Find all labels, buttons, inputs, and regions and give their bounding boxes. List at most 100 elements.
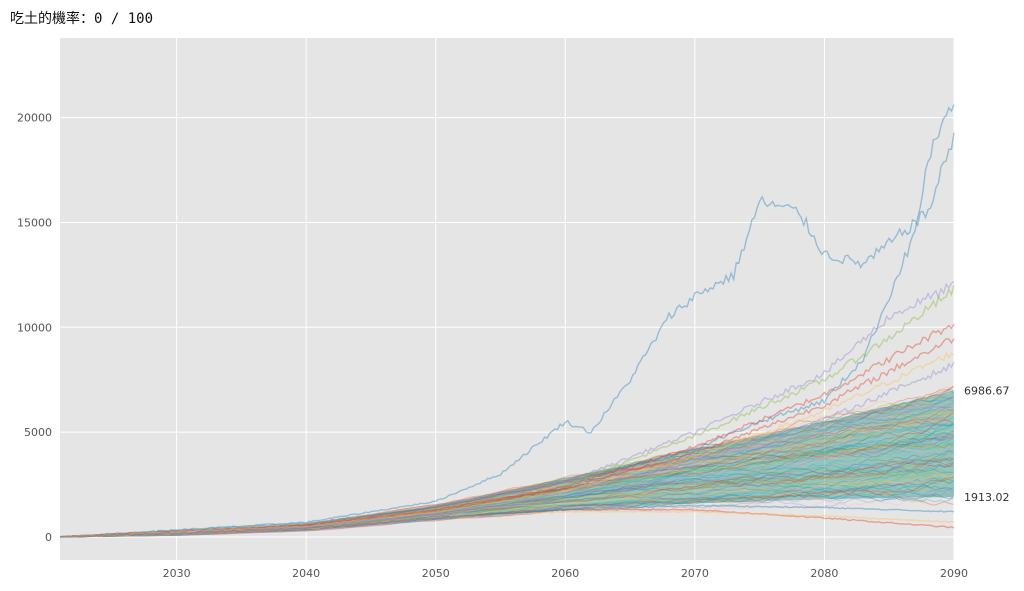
simulation-line xyxy=(60,461,954,538)
axis-ticks: 2030 2040 2050 2060 2070 2080 2090 0 5000 10000 15… xyxy=(17,112,968,580)
end-value-label: 6986.67 xyxy=(964,384,1010,397)
simulation-line xyxy=(59,394,954,538)
simulation-line xyxy=(60,458,954,538)
simulation-line xyxy=(59,432,954,538)
simulation-line xyxy=(60,474,954,538)
x-tick-label: 2090 xyxy=(940,567,968,580)
simulation-line xyxy=(59,399,954,538)
highlight-line xyxy=(59,504,955,538)
simulation-line xyxy=(59,423,954,538)
simulation-line xyxy=(59,419,954,538)
simulation-line xyxy=(59,435,954,538)
simulation-line xyxy=(59,392,954,538)
simulation-line xyxy=(59,419,954,538)
simulation-line xyxy=(59,423,954,538)
simulation-line xyxy=(59,407,954,538)
highlight-lines xyxy=(59,104,955,538)
simulation-line xyxy=(59,416,954,538)
simulation-line xyxy=(60,491,954,538)
simulation-line xyxy=(60,477,954,538)
highlight-line xyxy=(59,323,955,538)
simulation-line xyxy=(60,489,954,538)
y-tick-label: 20000 xyxy=(17,112,52,125)
simulation-line xyxy=(59,424,954,538)
simulation-line xyxy=(59,389,954,538)
simulation-line xyxy=(60,482,954,538)
simulation-line xyxy=(60,476,954,538)
simulation-line xyxy=(60,488,954,538)
y-tick-label: 10000 xyxy=(17,321,52,334)
y-tick-label: 5000 xyxy=(24,426,52,439)
y-tick-label: 0 xyxy=(45,531,52,544)
simulation-line xyxy=(59,422,954,538)
simulation-line xyxy=(60,490,954,538)
simulation-line xyxy=(60,474,954,538)
grid-lines xyxy=(60,38,955,560)
header-text: 吃土的機率：0 / 100 xyxy=(10,8,153,28)
simulation-line xyxy=(59,450,954,538)
simulation-line xyxy=(60,479,954,538)
simulation-line xyxy=(59,411,954,538)
highlight-line xyxy=(59,104,955,538)
simulation-line xyxy=(60,478,954,538)
simulation-line xyxy=(60,492,954,538)
simulation-line xyxy=(59,457,954,538)
simulation-line xyxy=(60,473,954,538)
simulation-line xyxy=(59,408,954,538)
y-tick-label: 15000 xyxy=(17,216,52,229)
highlight-line xyxy=(59,337,955,538)
simulation-line xyxy=(60,459,954,538)
simulation-line xyxy=(60,479,954,538)
simulation-line xyxy=(59,409,954,538)
simulation-line xyxy=(59,441,954,538)
simulation-line xyxy=(59,430,954,538)
band-area xyxy=(60,390,954,537)
simulation-line xyxy=(60,487,954,538)
plot-background xyxy=(60,38,954,560)
simulation-line xyxy=(59,436,954,538)
simulation-line xyxy=(59,407,954,538)
simulation-line xyxy=(60,453,954,538)
simulation-line xyxy=(59,388,954,538)
simulation-line xyxy=(60,451,954,538)
simulation-line xyxy=(59,406,954,538)
simulation-line xyxy=(59,435,954,538)
simulation-lines xyxy=(59,385,954,538)
simulation-line xyxy=(59,410,954,538)
simulation-line xyxy=(59,421,954,538)
simulation-line xyxy=(59,409,954,538)
x-tick-label: 2050 xyxy=(422,567,450,580)
simulation-line xyxy=(59,443,954,538)
simulation-line xyxy=(59,428,954,538)
highlight-line xyxy=(59,281,955,538)
simulation-line xyxy=(59,448,954,538)
simulation-line xyxy=(59,443,954,538)
highlight-line xyxy=(59,351,955,538)
simulation-line xyxy=(59,402,954,538)
simulation-line xyxy=(59,441,954,538)
simulation-line xyxy=(59,437,954,538)
simulation-line xyxy=(59,435,954,538)
simulation-line xyxy=(59,448,954,538)
simulation-line xyxy=(60,468,954,538)
x-tick-label: 2030 xyxy=(163,567,191,580)
simulation-line xyxy=(59,396,954,538)
highlight-line xyxy=(59,510,955,538)
end-value-label: 1913.02 xyxy=(964,491,1010,504)
simulation-line xyxy=(59,412,954,538)
highlight-line xyxy=(60,508,955,538)
highlight-line xyxy=(59,361,955,538)
header-label: 吃土的機率： xyxy=(10,11,94,27)
simulation-line xyxy=(59,386,954,538)
x-tick-label: 2040 xyxy=(292,567,320,580)
simulation-line xyxy=(59,422,954,538)
dense-band xyxy=(60,390,954,537)
simulation-line xyxy=(60,495,954,538)
header-value: 0 / 100 xyxy=(94,11,154,27)
simulation-line xyxy=(60,476,954,538)
simulation-line xyxy=(60,463,954,538)
simulation-line xyxy=(59,438,954,538)
x-tick-label: 2080 xyxy=(810,567,838,580)
simulation-line xyxy=(59,396,954,538)
